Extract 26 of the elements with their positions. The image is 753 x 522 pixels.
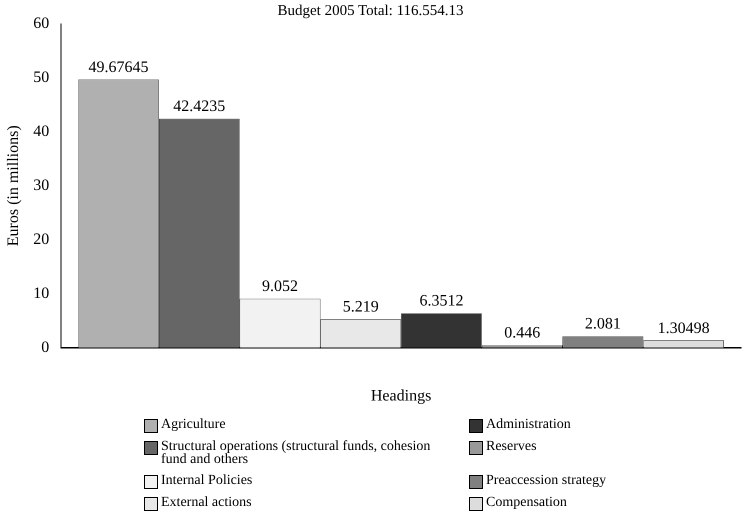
y-tick-label: 60 xyxy=(33,15,50,32)
data-label: 1.30498 xyxy=(658,320,710,337)
legend-label: Internal Policies xyxy=(161,473,252,488)
y-tick-label: 30 xyxy=(33,177,50,194)
legend-label: Preaccession strategy xyxy=(486,473,606,488)
y-tick-label: 10 xyxy=(33,284,50,302)
data-label: 42.4235 xyxy=(173,98,226,115)
data-label: 0.446 xyxy=(504,324,540,342)
y-tick-label: 40 xyxy=(33,123,50,140)
legend-label: Structural operations (structural funds, cohesion fund and others xyxy=(161,439,432,467)
data-label: 5.219 xyxy=(342,298,379,316)
y-tick-label: 20 xyxy=(33,230,50,248)
y-axis-title: Euros (in millions) xyxy=(4,125,22,246)
legend-label: Reserves xyxy=(486,439,537,454)
x-axis-title: Headings xyxy=(370,388,432,405)
data-label: 6.3512 xyxy=(419,292,464,310)
legend-label: External actions xyxy=(161,495,252,510)
data-label: 9.052 xyxy=(262,278,298,295)
legend-label: Compensation xyxy=(486,495,567,510)
y-tick-label: 50 xyxy=(33,69,50,86)
data-label: 49.67645 xyxy=(88,58,149,76)
data-label: 2.081 xyxy=(584,316,621,333)
y-tick-label: 0 xyxy=(41,338,50,356)
legend-label: Agriculture xyxy=(161,417,226,432)
chart-title: Budget 2005 Total: 116.554.13 xyxy=(277,2,464,19)
legend-label: Administration xyxy=(486,417,571,432)
